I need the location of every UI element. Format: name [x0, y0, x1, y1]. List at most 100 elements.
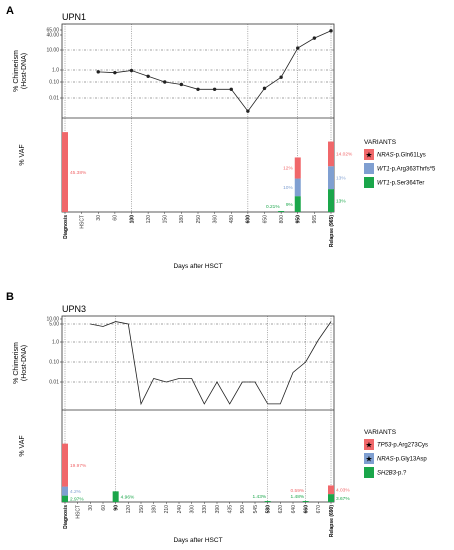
- x-tick-label: 390: [215, 505, 221, 514]
- legend-swatch: [364, 177, 374, 188]
- vaf-data-label: 12%: [283, 166, 293, 172]
- legend-label: TP53-p.Arg273Cys: [377, 443, 428, 449]
- y-tick-label: 0.10: [49, 360, 59, 366]
- x-tick-label: 360: [212, 215, 218, 224]
- x-tick-label: 250: [196, 215, 202, 224]
- chimerism-point: [329, 29, 333, 33]
- legend-label: NRAS-p.Gly13Asp: [377, 457, 427, 463]
- legend-protein: -p.Arg363Thrfs*5: [390, 167, 436, 173]
- legend-label: WT1-p.Arg363Thrfs*5: [377, 167, 436, 173]
- x-tick-label: 330: [202, 505, 208, 514]
- star-icon: ★: [365, 441, 372, 450]
- panel-title: UPN3: [62, 304, 86, 314]
- vaf-data-label: 0.59%: [291, 488, 305, 494]
- vaf-data-label: 45.38%: [70, 170, 87, 176]
- y-axis-label-chimerism-sub: (Host-DNA): [21, 345, 28, 381]
- vaf-bar-segment: [328, 166, 334, 190]
- vaf-bar-segment: [328, 189, 334, 212]
- chimerism-point: [129, 68, 134, 73]
- vaf-bar-segment: [294, 157, 301, 179]
- x-tick-label: 150: [139, 505, 145, 514]
- vaf-bar-segment: [328, 141, 334, 167]
- x-tick-label: 800: [279, 215, 285, 224]
- panel-title: UPN1: [62, 12, 86, 22]
- vaf-bar-segment: [328, 494, 334, 502]
- y-tick-label: 65.00: [46, 28, 59, 34]
- x-tick-label: 210: [164, 505, 170, 514]
- chimerism-point: [296, 46, 300, 50]
- legend-swatch: [364, 149, 374, 160]
- vaf-bar-segment: [62, 486, 68, 496]
- vaf-bar-segment: [62, 132, 68, 212]
- panel-letter: A: [6, 5, 14, 17]
- x-tick-label: Relapse (690): [329, 505, 335, 538]
- x-tick-label: 90: [113, 505, 119, 511]
- vaf-data-label: 9%: [286, 202, 294, 208]
- vaf-bar-segment: [328, 485, 334, 495]
- x-tick-label: 965: [312, 215, 318, 224]
- legend-gene: NRAS: [377, 153, 394, 159]
- x-tick-label: 60: [113, 215, 119, 221]
- vaf-data-label: 1.48%: [291, 494, 305, 500]
- legend-label: NRAS-p.Gln61Lys: [377, 153, 426, 159]
- vaf-data-label: 3.67%: [336, 496, 350, 502]
- legend-swatch: [364, 163, 374, 174]
- chimerism-line: [98, 30, 332, 112]
- x-tick-label: 660: [303, 505, 309, 514]
- legend-protein: -p.Gly13Asp: [394, 457, 428, 463]
- x-axis-label: Days after HSCT: [173, 263, 222, 270]
- y-axis-label-vaf: % VAF: [19, 144, 26, 165]
- x-tick-label: 480: [229, 215, 235, 224]
- vaf-data-label: 13%: [336, 175, 346, 181]
- legend-title: VARIANTS: [364, 139, 397, 146]
- vaf-data-label: 4.2%: [70, 489, 82, 495]
- y-tick-label: 1.0: [52, 340, 59, 346]
- legend-label: WT1-p.Ser364Ter: [377, 181, 424, 187]
- vaf-data-label: 10%: [283, 185, 293, 191]
- x-tick-label: HSCT: [79, 215, 85, 229]
- x-tick-label: 30: [96, 215, 102, 221]
- x-tick-label: Diagnosis: [63, 215, 69, 239]
- y-tick-label: 10.00: [46, 48, 59, 54]
- legend-swatch: [364, 467, 374, 478]
- vaf-bar-segment: [302, 501, 309, 502]
- y-tick-label: 10.00: [46, 317, 59, 323]
- legend-label: SH2B3-p.?: [377, 471, 407, 477]
- panel-letter: B: [6, 291, 14, 303]
- y-axis-label-chimerism: % Chimerism: [13, 50, 20, 92]
- vaf-bar-segment: [264, 501, 271, 502]
- chimerism-point: [196, 87, 200, 91]
- y-axis-label-chimerism-sub: (Host-DNA): [21, 53, 28, 89]
- x-tick-label: 620: [278, 505, 284, 514]
- x-tick-label: 950: [296, 215, 302, 224]
- chimerism-point: [212, 87, 217, 91]
- chimerism-point: [179, 82, 184, 87]
- y-axis-label-chimerism: % Chimerism: [13, 342, 20, 384]
- legend-protein: -p.?: [396, 471, 407, 477]
- x-tick-label: 500: [240, 505, 246, 514]
- x-tick-label: 300: [189, 505, 195, 514]
- vaf-bar-segment: [294, 178, 301, 197]
- chimerism-point: [262, 86, 267, 91]
- star-icon: ★: [365, 455, 372, 464]
- chimerism-point: [113, 70, 117, 75]
- y-tick-label: 0.10: [49, 80, 59, 86]
- x-tick-label: 180: [179, 215, 185, 224]
- y-tick-label: 40.00: [46, 33, 59, 39]
- vaf-data-label: 14.02%: [336, 152, 353, 158]
- chimerism-point: [279, 75, 283, 79]
- vaf-bar-segment: [62, 495, 68, 502]
- chimerism-line: [90, 321, 332, 406]
- chimerism-point: [146, 74, 150, 78]
- vaf-data-label: 13%: [336, 198, 346, 204]
- chimerism-point: [96, 70, 100, 74]
- legend-gene: WT1: [377, 167, 390, 173]
- vaf-data-label: 4.96%: [121, 494, 135, 500]
- vaf-data-label: 4.03%: [336, 487, 350, 493]
- x-tick-label: 580: [265, 505, 271, 514]
- legend-gene: TP53: [377, 443, 392, 449]
- vaf-bar-segment: [62, 443, 68, 487]
- x-tick-label: 30: [88, 505, 94, 511]
